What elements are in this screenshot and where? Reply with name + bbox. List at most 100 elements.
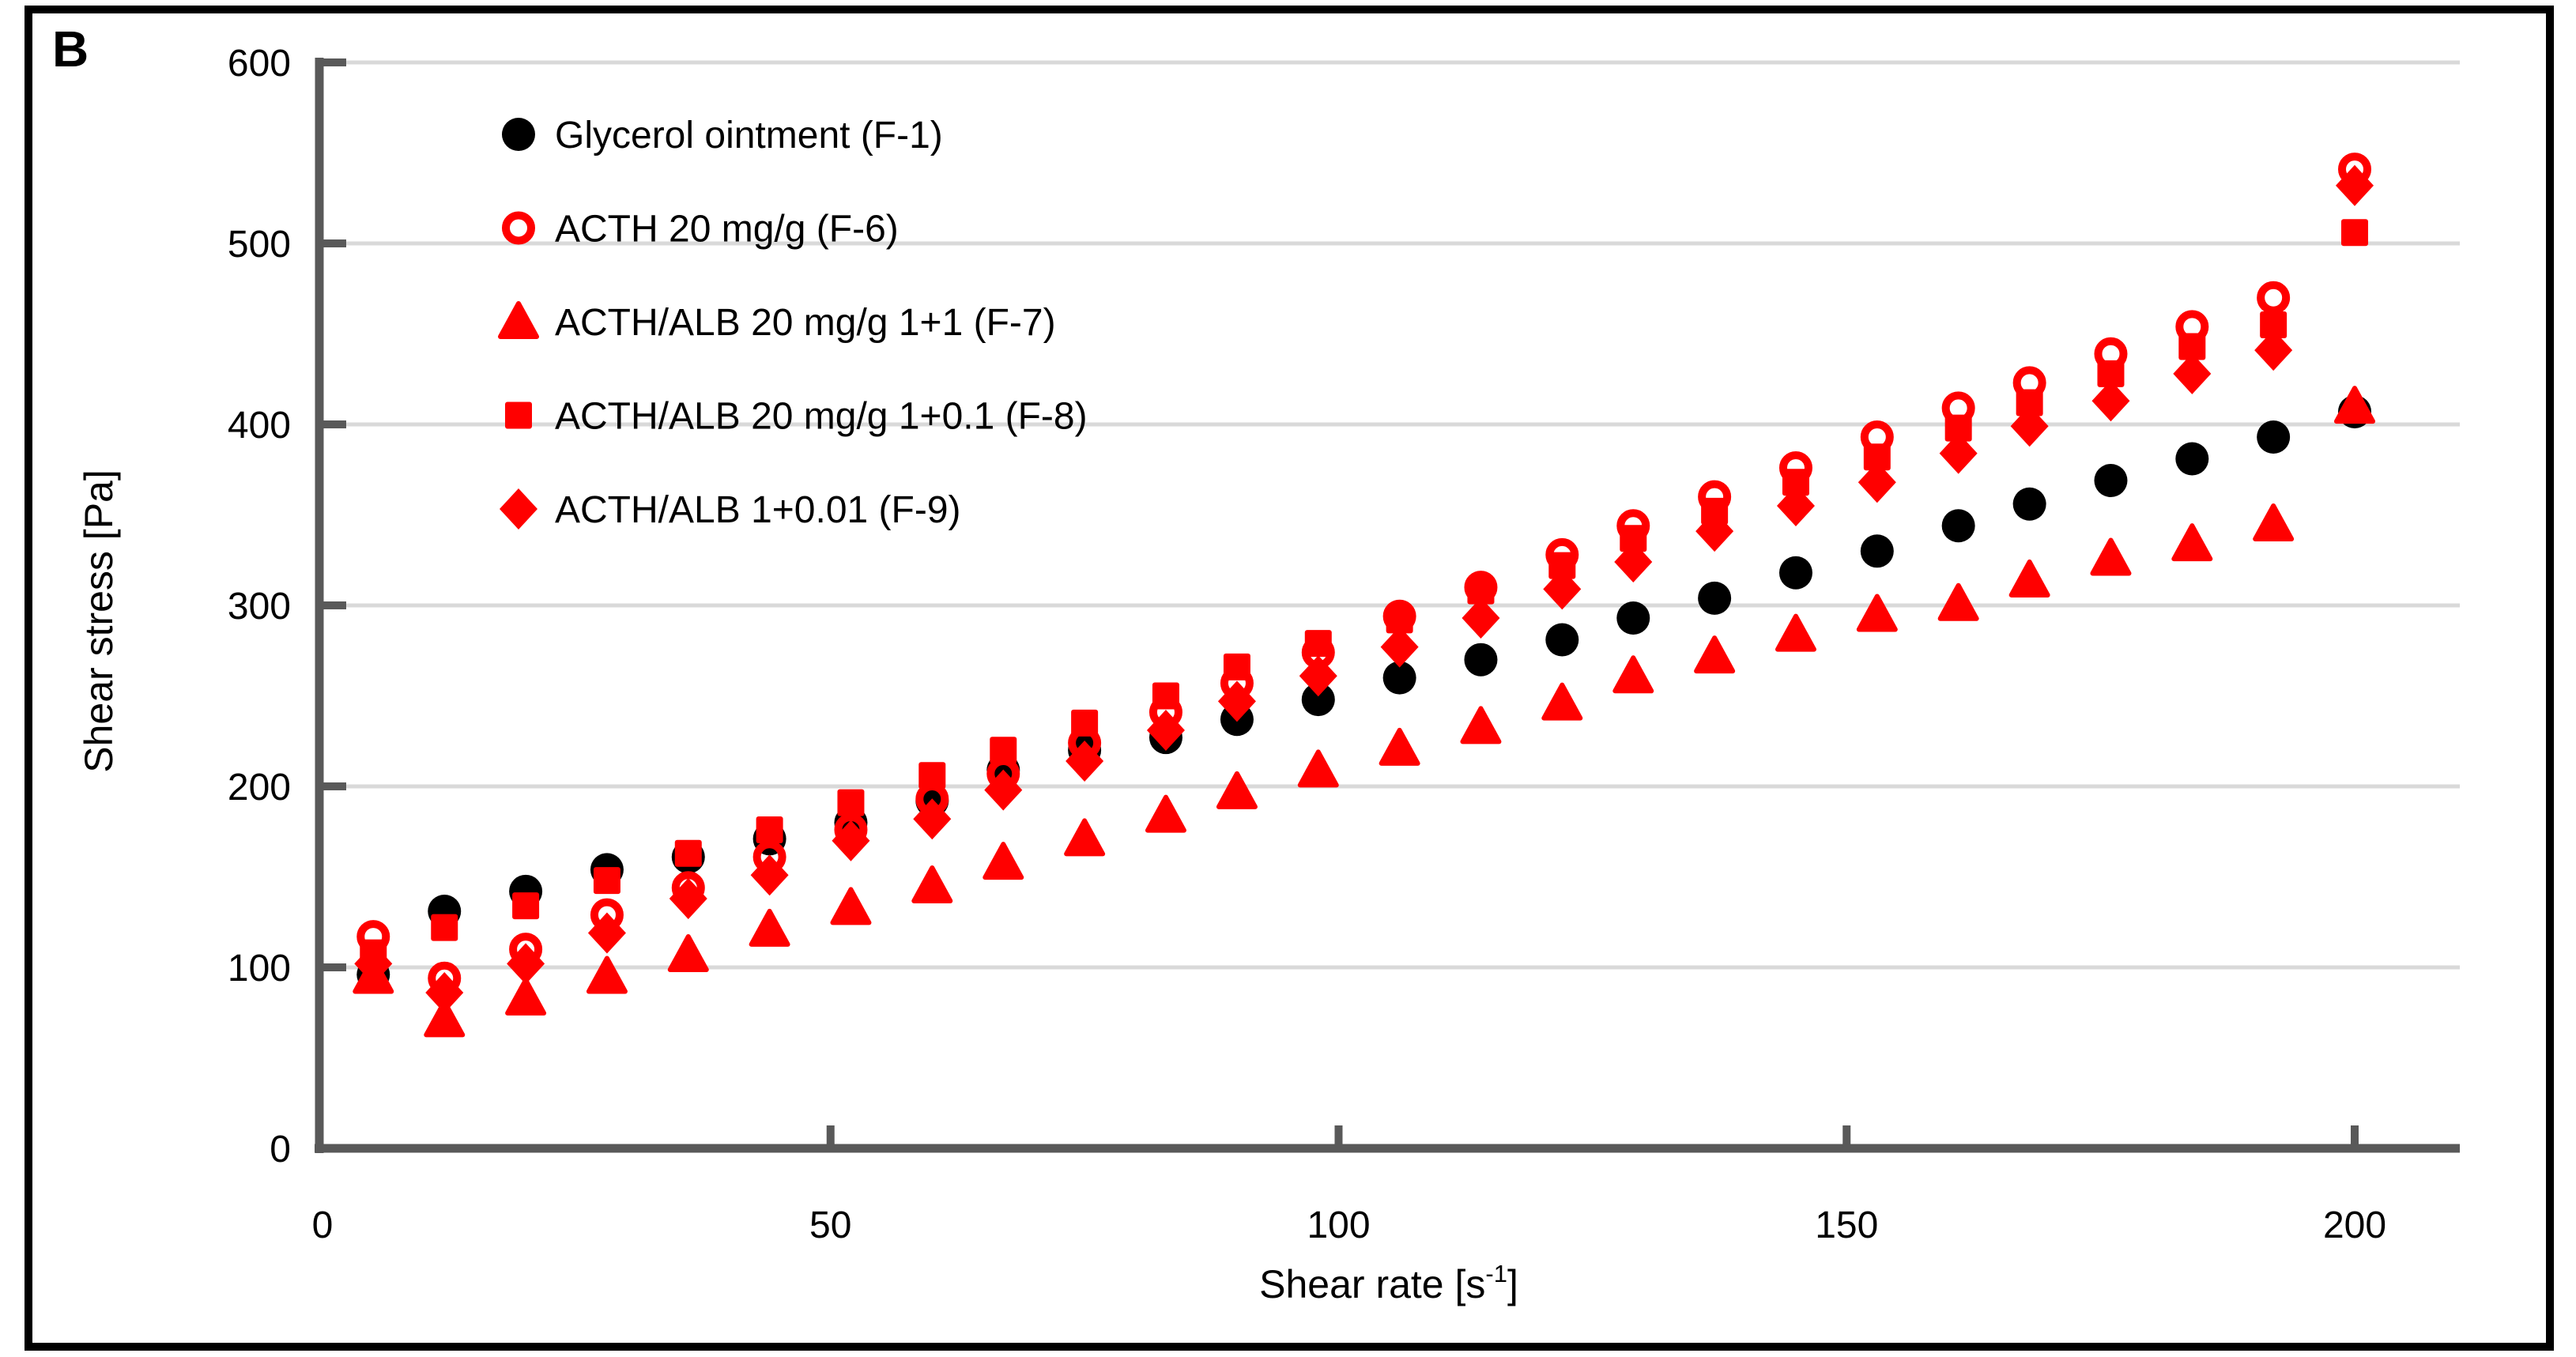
data-point-s5-5: [354, 943, 393, 985]
data-point-s4-114: [1467, 577, 1495, 605]
data-point-s3-161: [1937, 582, 1979, 621]
data-point-s5-122: [1543, 568, 1582, 610]
data-point-s3-200: [2334, 386, 2375, 424]
data-point-s3-129: [1612, 655, 1654, 694]
data-point-s5-114: [1461, 597, 1500, 639]
y-tick-label-500: 500: [228, 224, 291, 266]
data-point-s5-67: [984, 769, 1023, 811]
data-point-s4-122: [1548, 552, 1576, 579]
data-point-s3-192: [2253, 503, 2295, 541]
data-point-s3-60: [911, 865, 953, 903]
series-5: [354, 164, 2374, 1014]
data-point-s1-192: [2257, 420, 2291, 454]
data-series-layer: [353, 153, 2375, 1038]
data-point-s5-161: [1939, 432, 1978, 474]
legend-marker-1: [502, 118, 535, 151]
data-point-s4-98: [1304, 630, 1332, 658]
data-point-s4-153: [1863, 443, 1891, 471]
data-point-s5-106: [1380, 626, 1419, 668]
data-point-s5-98: [1299, 655, 1337, 697]
x-tick-label-50: 50: [809, 1204, 851, 1246]
axes-layer: [315, 58, 2460, 1153]
data-point-s4-106: [1386, 606, 1413, 634]
data-point-s4-184: [2178, 333, 2206, 360]
data-point-s4-161: [1944, 414, 1972, 442]
legend-marker-3: [498, 301, 539, 339]
x-axis-title: Shear rate [s-1]: [1259, 1260, 1518, 1306]
data-point-s4-176: [2097, 360, 2125, 387]
data-point-s5-90: [1217, 680, 1256, 722]
data-point-s5-28: [587, 912, 626, 954]
data-point-s4-168: [2016, 389, 2043, 417]
data-point-s1-145: [1778, 556, 1812, 590]
data-point-s5-83: [1146, 710, 1185, 752]
data-point-s4-129: [1620, 525, 1647, 552]
x-tick-label-0: 0: [312, 1204, 334, 1246]
axis-labels-layer: 0 100 200 300 400 500 600 0 50 100 150 200 Shear rat…: [77, 43, 2386, 1306]
data-point-s5-75: [1065, 740, 1104, 782]
data-point-s3-168: [2008, 559, 2050, 597]
data-point-s4-12: [431, 914, 458, 941]
data-point-s3-20: [505, 977, 547, 1016]
data-point-s5-184: [2173, 352, 2212, 394]
data-point-s4-20: [512, 892, 540, 920]
data-point-s5-168: [2010, 405, 2049, 447]
data-point-s5-176: [2091, 380, 2130, 422]
data-point-s4-83: [1152, 682, 1179, 710]
y-tick-label-100: 100: [228, 948, 291, 989]
data-point-s3-75: [1064, 818, 1106, 857]
data-point-s5-60: [913, 798, 952, 840]
data-point-s5-153: [1858, 462, 1896, 503]
legend-marker-2: [502, 211, 535, 245]
legend-item-label-3: ACTH/ALB 20 mg/g 1+1 (F-7): [555, 302, 1056, 344]
data-point-s5-12: [425, 972, 464, 1014]
legend-item-label-5: ACTH/ALB 1+0.01 (F-9): [555, 489, 961, 531]
data-point-s1-168: [2012, 487, 2046, 521]
data-point-s5-52: [832, 820, 870, 861]
data-point-s1-98: [1301, 683, 1335, 717]
data-point-s2-192: [2257, 281, 2291, 315]
data-point-s3-12: [424, 999, 466, 1038]
data-point-s4-28: [593, 867, 620, 895]
data-point-s4-145: [1782, 469, 1809, 496]
data-point-s5-44: [750, 854, 789, 896]
data-point-s4-192: [2260, 311, 2287, 339]
figure-border: [25, 6, 2554, 1351]
y-tick-label-0: 0: [270, 1129, 291, 1170]
data-point-s3-44: [749, 908, 790, 947]
data-point-s4-44: [756, 816, 783, 843]
data-point-s3-83: [1145, 794, 1186, 833]
data-point-s1-129: [1616, 601, 1650, 635]
data-point-s4-67: [990, 737, 1017, 764]
data-point-s3-52: [830, 887, 872, 925]
data-point-s5-129: [1614, 541, 1653, 583]
legend-item-label-4: ACTH/ALB 20 mg/g 1+0.1 (F-8): [555, 396, 1088, 438]
data-point-s3-153: [1856, 594, 1898, 632]
data-point-s3-184: [2171, 523, 2213, 562]
data-point-s3-106: [1379, 727, 1420, 766]
data-point-s5-192: [2254, 330, 2293, 371]
series-1: [356, 394, 2371, 992]
data-point-s4-60: [918, 762, 946, 790]
x-tick-label-150: 150: [1815, 1204, 1878, 1246]
legend-item-label-2: ACTH 20 mg/g (F-6): [555, 209, 899, 251]
y-tick-label-400: 400: [228, 405, 291, 447]
data-point-s5-137: [1695, 511, 1734, 552]
y-tick-label-200: 200: [228, 767, 291, 809]
data-point-s5-145: [1776, 485, 1815, 527]
data-point-s3-176: [2090, 537, 2132, 576]
panel-label: B: [52, 21, 89, 77]
legend-item-label-1: Glycerol ointment (F-1): [555, 115, 943, 156]
y-tick-label-600: 600: [228, 43, 291, 85]
data-point-s4-90: [1223, 653, 1250, 680]
data-point-s3-36: [667, 933, 709, 972]
data-point-s3-137: [1694, 635, 1736, 674]
data-point-s4-52: [837, 789, 865, 816]
y-tick-label-300: 300: [228, 586, 291, 628]
data-point-s5-20: [507, 943, 545, 985]
data-point-s3-145: [1775, 613, 1816, 652]
data-point-s5-36: [669, 877, 707, 919]
legend-marker-4: [505, 401, 532, 429]
